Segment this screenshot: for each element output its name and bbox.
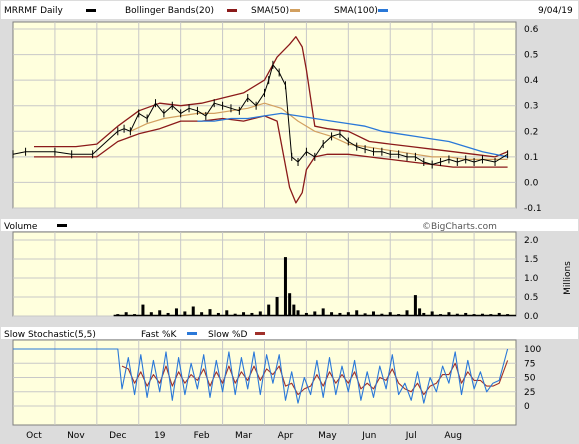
volume-tick-label: 0.0 — [524, 312, 539, 322]
volume-bar — [200, 312, 204, 316]
volume-tick-label: 2.0 — [524, 236, 539, 246]
volume-bar — [430, 311, 434, 316]
price-tick-label: 0.5 — [524, 51, 538, 61]
sma100-legend-label: SMA(100) — [334, 6, 378, 16]
ticker-label: MRRMF Daily — [4, 6, 64, 16]
volume-legend-swatch — [57, 224, 67, 227]
volume-bar — [267, 304, 271, 316]
volume-bar — [250, 312, 254, 316]
volume-bar — [141, 304, 145, 316]
volume-bar — [166, 312, 170, 316]
volume-bar — [413, 295, 417, 316]
stochastic-tick-label: 25 — [524, 388, 535, 398]
month-tick-label: Aug — [444, 431, 462, 441]
price-tick-label: 0.2 — [524, 127, 538, 137]
month-tick-label: Mar — [235, 431, 252, 441]
volume-bar — [225, 310, 229, 316]
month-tick-label: Dec — [109, 431, 126, 441]
volume-bar — [330, 312, 334, 316]
volume-bar — [258, 311, 262, 316]
sma100-line — [197, 112, 508, 158]
chart-marks — [12, 36, 516, 404]
sma50-line — [130, 102, 508, 160]
volume-bar — [158, 310, 162, 316]
fast-k-legend-swatch — [187, 332, 197, 335]
watermark: ©BigCharts.com — [422, 222, 497, 232]
volume-bar — [338, 312, 342, 316]
fast-k-legend-label: Fast %K — [141, 330, 177, 340]
volume-bar — [191, 306, 195, 316]
volume-bar — [183, 311, 187, 316]
month-tick-label: Jun — [361, 431, 376, 441]
bollinger-lower-line — [34, 115, 508, 204]
volume-bar — [497, 312, 501, 316]
bollinger-legend-label: Bollinger Bands(20) — [125, 6, 214, 16]
volume-bar — [355, 310, 359, 316]
volume-bar — [418, 308, 422, 316]
volume-bar — [292, 304, 296, 316]
stochastic-header-bar — [1, 327, 578, 339]
volume-bar — [174, 308, 178, 316]
volume-bar — [447, 312, 451, 316]
volume-bar — [216, 312, 220, 316]
header-bar — [1, 1, 578, 19]
price-tick-label: 0.3 — [524, 102, 538, 112]
price-tick-label: 0.1 — [524, 153, 538, 163]
fast-k-line — [13, 348, 509, 404]
stochastic-tick-label: 75 — [524, 359, 535, 369]
month-tick-label: Feb — [194, 431, 210, 441]
month-tick-label: 19 — [154, 431, 166, 441]
volume-title: Volume — [4, 222, 38, 232]
volume-bar — [288, 293, 292, 316]
month-tick-label: Oct — [26, 431, 42, 441]
price-tick-label: -0.1 — [524, 204, 542, 214]
volume-bar — [371, 311, 375, 316]
volume-bar — [363, 313, 367, 316]
bollinger-upper-line — [34, 36, 508, 158]
volume-bar — [242, 312, 246, 316]
volume-bar — [346, 312, 350, 316]
volume-bar — [321, 308, 325, 316]
axis-labels: 0.6 0.5 0.4 0.3 0.2 0.1 0.0 -0.1 2.0 1.5 1.0 0.5 0.0… — [26, 25, 541, 441]
month-tick-label: Nov — [67, 431, 85, 441]
volume-bar — [464, 312, 468, 316]
volume-bar — [388, 312, 392, 316]
volume-tick-label: 0.5 — [524, 293, 538, 303]
stochastic-title: Slow Stochastic(5,5) — [4, 330, 96, 340]
stochastic-tick-label: 100 — [524, 345, 541, 355]
sma50-legend-label: SMA(50) — [251, 6, 289, 16]
price-tick-label: 0.6 — [524, 25, 539, 35]
volume-bar — [208, 309, 212, 316]
volume-bar — [422, 312, 426, 316]
volume-bar — [296, 310, 300, 316]
volume-tick-label: 1.5 — [524, 255, 538, 265]
volume-unit-label: Millions — [563, 261, 573, 295]
sma50-legend-swatch — [290, 9, 300, 12]
bollinger-legend-swatch — [227, 9, 237, 12]
volume-bar — [313, 311, 317, 316]
price-tick-label: 0.4 — [524, 76, 539, 86]
date-label: 9/04/19 — [538, 6, 573, 16]
price-tick-label: 0.0 — [524, 178, 539, 188]
volume-bar — [124, 312, 128, 316]
sma100-legend-swatch — [378, 9, 388, 12]
slow-d-legend-label: Slow %D — [208, 330, 247, 340]
slow-d-legend-swatch — [255, 332, 265, 335]
price-legend-swatch — [86, 9, 96, 12]
volume-tick-label: 1.0 — [524, 274, 539, 284]
price-line — [12, 64, 508, 165]
month-tick-label: May — [318, 431, 337, 441]
month-tick-label: Jul — [405, 431, 417, 441]
stochastic-tick-label: 50 — [524, 374, 536, 384]
volume-bar — [304, 312, 308, 316]
volume-bar — [283, 257, 287, 316]
volume-bar — [405, 310, 409, 316]
month-tick-label: Apr — [278, 431, 294, 441]
volume-header-bar — [1, 219, 578, 231]
volume-bar — [149, 312, 153, 316]
volume-bar — [275, 297, 279, 316]
stochastic-tick-label: 0 — [524, 402, 530, 412]
